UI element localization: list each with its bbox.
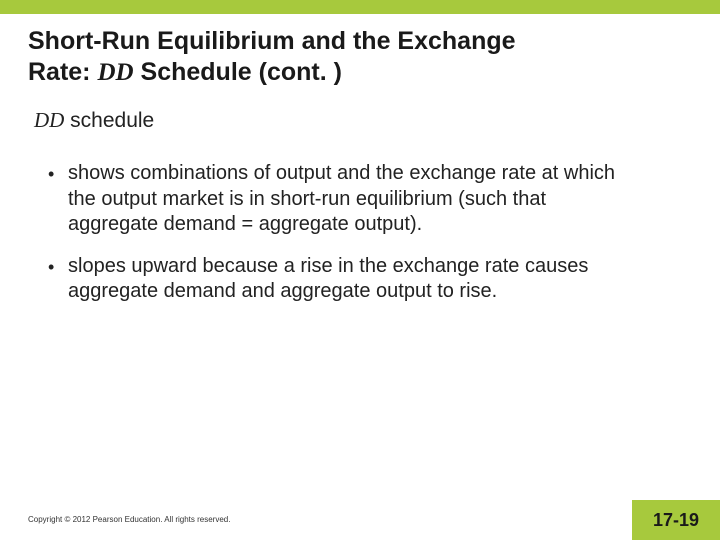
list-item: • slopes upward because a rise in the ex… (48, 254, 692, 305)
list-item: • shows combinations of output and the e… (48, 161, 692, 238)
title-line2-post: Schedule (cont. ) (134, 58, 342, 86)
bullet-text: slopes upward because a rise in the exch… (68, 254, 692, 305)
title-line2-pre: Rate: (28, 58, 97, 86)
copyright-text: Copyright © 2012 Pearson Education. All … (28, 515, 230, 524)
title-line2-italic: DD (97, 59, 133, 86)
slide: Short-Run Equilibrium and the Exchange R… (0, 0, 720, 540)
title-line1: Short-Run Equilibrium and the Exchange (28, 27, 516, 55)
bullet-list: • shows combinations of output and the e… (0, 141, 720, 305)
bullet-icon: • (48, 256, 68, 279)
page-number: 17-19 (632, 500, 720, 540)
footer: Copyright © 2012 Pearson Education. All … (0, 492, 720, 540)
slide-title: Short-Run Equilibrium and the Exchange R… (0, 14, 720, 98)
bullet-icon: • (48, 163, 68, 186)
bullet-text: shows combinations of output and the exc… (68, 161, 692, 238)
subheading: DD schedule (0, 98, 720, 141)
subheading-italic: DD (34, 108, 64, 132)
subheading-rest: schedule (64, 109, 154, 132)
accent-bar (0, 0, 720, 14)
